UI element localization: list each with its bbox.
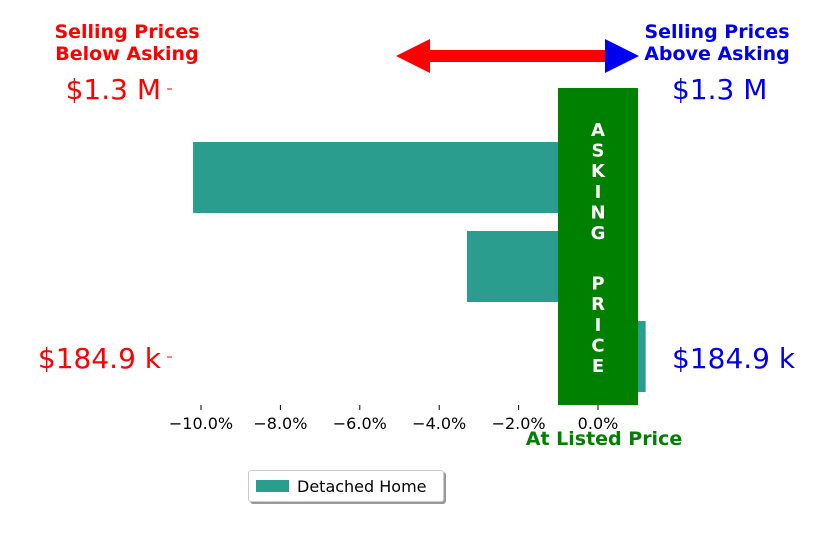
x-tick-label: −10.0%	[169, 414, 233, 433]
left-top-price: $1.3 M	[66, 73, 161, 106]
asking-price-letter: C	[591, 335, 604, 356]
x-tick-label: 0.0%	[578, 414, 619, 433]
arrow-right-head	[605, 39, 639, 73]
x-axis-label: At Listed Price	[526, 428, 682, 450]
header-below-line2: Below Asking	[55, 43, 198, 65]
bar-0	[193, 142, 598, 213]
x-tick-label: −2.0%	[492, 414, 546, 433]
x-axis: −10.0% −8.0% −6.0% −4.0% −2.0% 0.0%	[169, 405, 618, 433]
x-tick-label: −8.0%	[253, 414, 307, 433]
right-bottom-price: $184.9 k	[672, 342, 796, 375]
asking-price-letter: I	[595, 182, 602, 203]
header-below-line1: Selling Prices	[54, 21, 199, 43]
header-above-line2: Above Asking	[644, 43, 790, 65]
header-above-line1: Selling Prices	[644, 21, 789, 43]
legend: Detached Home	[248, 470, 444, 502]
asking-price-letter: G	[591, 223, 606, 244]
x-tick-label: −6.0%	[333, 414, 387, 433]
asking-price-letter: R	[591, 294, 605, 315]
asking-price-letter: E	[592, 356, 604, 377]
asking-price-letter: I	[595, 315, 602, 336]
left-bottom-price: $184.9 k	[38, 342, 162, 375]
x-tick-label: −4.0%	[412, 414, 466, 433]
right-top-price: $1.3 M	[672, 73, 767, 106]
asking-price-letter: K	[591, 161, 606, 182]
asking-price-letter: N	[590, 202, 605, 223]
legend-swatch	[256, 480, 289, 492]
asking-price-letter: P	[591, 274, 604, 295]
asking-price-letter: A	[591, 120, 605, 141]
arrow-left-head	[396, 39, 430, 73]
asking-price-letter: S	[592, 141, 605, 162]
asking-price-band	[558, 88, 638, 405]
arrow-shaft	[428, 50, 608, 62]
legend-label: Detached Home	[297, 476, 427, 496]
